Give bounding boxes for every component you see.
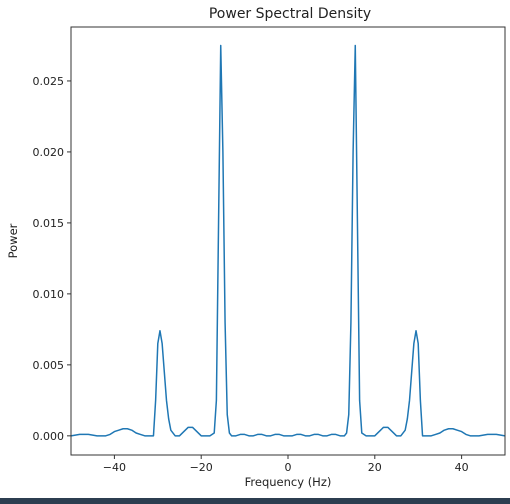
psd-series-line	[70, 44, 506, 437]
x-axis-label: Frequency (Hz)	[245, 475, 332, 489]
x-tick-label: −20	[190, 461, 213, 474]
x-tick-label: −40	[103, 461, 126, 474]
y-tick-label: 0.015	[33, 217, 65, 230]
bottom-bar	[0, 498, 510, 504]
plot-area	[71, 27, 505, 455]
x-tick-label: 20	[368, 461, 382, 474]
chart-title: Power Spectral Density	[209, 6, 371, 22]
y-tick-label: 0.020	[33, 146, 65, 159]
y-tick-label: 0.025	[33, 75, 65, 88]
y-tick-label: 0.005	[33, 359, 65, 372]
x-tick-label: 40	[455, 461, 469, 474]
y-tick-label: 0.010	[33, 288, 65, 301]
x-tick-label: 0	[285, 461, 292, 474]
y-axis-label: Power	[6, 223, 20, 258]
y-tick-label: 0.000	[33, 430, 65, 443]
